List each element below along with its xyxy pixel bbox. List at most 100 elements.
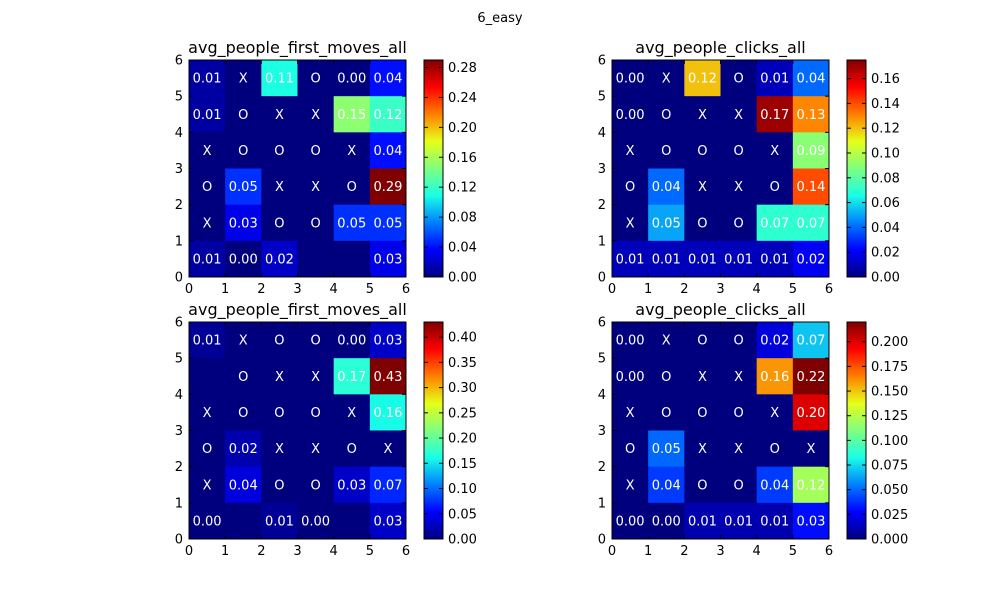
cell-label: X <box>239 334 248 349</box>
cell-label: 0.03 <box>373 252 402 267</box>
cell-label: 0.03 <box>337 478 366 493</box>
heatmap-cell <box>756 502 794 540</box>
cell-label: 0.01 <box>616 252 645 267</box>
colorbar-tick-label: 0.00 <box>448 271 477 286</box>
cell-label: O <box>770 180 780 195</box>
heatmap-cell <box>720 240 758 278</box>
colorbar-tick-label: 0.16 <box>871 72 900 87</box>
heatmap-cell <box>261 502 298 540</box>
heatmap-cell <box>612 96 649 133</box>
cell-label: 0.03 <box>229 216 258 231</box>
heatmap-cell <box>612 240 649 278</box>
cell-label: O <box>733 334 743 349</box>
y-tick-label: 2 <box>598 198 606 213</box>
cell-label: X <box>626 406 635 421</box>
heatmap-cell <box>333 60 371 97</box>
colorbar-tick-label: 0.10 <box>871 147 900 162</box>
cell-label: O <box>697 478 707 493</box>
heatmap-cell <box>756 60 794 97</box>
heatmap-cell <box>333 502 371 540</box>
x-tick-label: 0 <box>185 282 193 297</box>
heatmap-cell <box>684 322 721 359</box>
colorbar-tick-label: 0.12 <box>871 122 900 137</box>
x-tick-label: 2 <box>257 544 265 559</box>
colorbar-tick-label: 0.06 <box>871 196 900 211</box>
heatmap-cell <box>612 466 649 504</box>
heatmap-cell <box>720 430 758 468</box>
cell-label: 0.05 <box>229 180 258 195</box>
colorbar-tick-label: 0.125 <box>871 409 908 424</box>
heatmap-cell <box>684 466 721 504</box>
cell-label: 0.05 <box>652 216 681 231</box>
x-tick-label: 1 <box>221 282 229 297</box>
heatmap-cell <box>333 322 371 359</box>
cell-label: X <box>626 144 635 159</box>
cell-label: 0.16 <box>760 370 789 385</box>
heatmap-cell <box>297 204 335 242</box>
y-tick-label: 6 <box>598 316 606 331</box>
cell-label: 0.01 <box>760 252 789 267</box>
heatmap-cell <box>297 358 335 395</box>
cell-label: X <box>275 108 284 123</box>
colorbar-tick-label: 0.02 <box>871 246 900 261</box>
heatmap-cell <box>684 204 721 242</box>
heatmap-cell <box>261 204 298 242</box>
cell-label: 0.00 <box>337 334 366 349</box>
cell-label: 0.02 <box>760 334 789 349</box>
heatmap-cell <box>756 204 794 242</box>
cell-label: 0.17 <box>337 370 366 385</box>
cell-label: O <box>238 370 248 385</box>
cell-label: O <box>310 406 320 421</box>
cell-label: 0.02 <box>796 252 825 267</box>
cell-label: 0.04 <box>760 478 789 493</box>
x-tick-label: 4 <box>330 282 338 297</box>
colorbar <box>846 59 867 278</box>
heatmap-cell <box>792 60 830 97</box>
cell-label: 0.00 <box>616 370 645 385</box>
colorbar-tick-label: 0.20 <box>448 121 477 136</box>
heatmap-cell <box>297 466 335 504</box>
cell-label: O <box>625 442 635 457</box>
heatmap-cell <box>189 168 226 206</box>
cell-label: 0.15 <box>337 108 366 123</box>
cell-label: O <box>347 442 357 457</box>
heatmap-cell <box>792 358 830 395</box>
cell-label: 0.00 <box>193 514 222 529</box>
heatmap-cell <box>297 394 335 431</box>
colorbar-tick-label: 0.05 <box>448 507 477 522</box>
heatmap-cell <box>792 502 830 540</box>
heatmap-cell <box>189 204 226 242</box>
heatmap-cell <box>369 240 407 278</box>
colorbar-tick-label: 0.08 <box>448 211 477 226</box>
cell-label: 0.00 <box>616 72 645 87</box>
cell-label: O <box>733 144 743 159</box>
cell-label: X <box>698 180 707 195</box>
cell-label: O <box>310 216 320 231</box>
cell-label: O <box>733 478 743 493</box>
cell-label: O <box>274 478 284 493</box>
panel-title: avg_people_clicks_all <box>635 38 805 58</box>
cell-label: O <box>733 406 743 421</box>
heatmap-cell <box>297 132 335 169</box>
heatmap-cell <box>225 96 262 133</box>
cell-label: X <box>239 72 248 87</box>
heatmap-cell <box>648 168 685 206</box>
heatmap-cell <box>612 132 649 169</box>
colorbar-tick-label: 0.04 <box>871 221 900 236</box>
heatmap-cell <box>648 322 685 359</box>
y-tick-label: 5 <box>598 352 606 367</box>
heatmap-cell <box>684 502 721 540</box>
cell-label: X <box>347 144 356 159</box>
heatmap-cell <box>225 502 262 540</box>
cell-label: 0.13 <box>796 108 825 123</box>
heatmap-cell <box>648 96 685 133</box>
heatmap-cell <box>261 394 298 431</box>
x-tick-label: 6 <box>402 282 410 297</box>
cell-label: O <box>661 108 671 123</box>
heatmap-cell <box>648 502 685 540</box>
colorbar-tick-label: 0.30 <box>448 381 477 396</box>
cell-label: X <box>275 180 284 195</box>
cell-label: X <box>275 370 284 385</box>
cell-label: X <box>311 108 320 123</box>
y-tick-label: 3 <box>598 162 606 177</box>
